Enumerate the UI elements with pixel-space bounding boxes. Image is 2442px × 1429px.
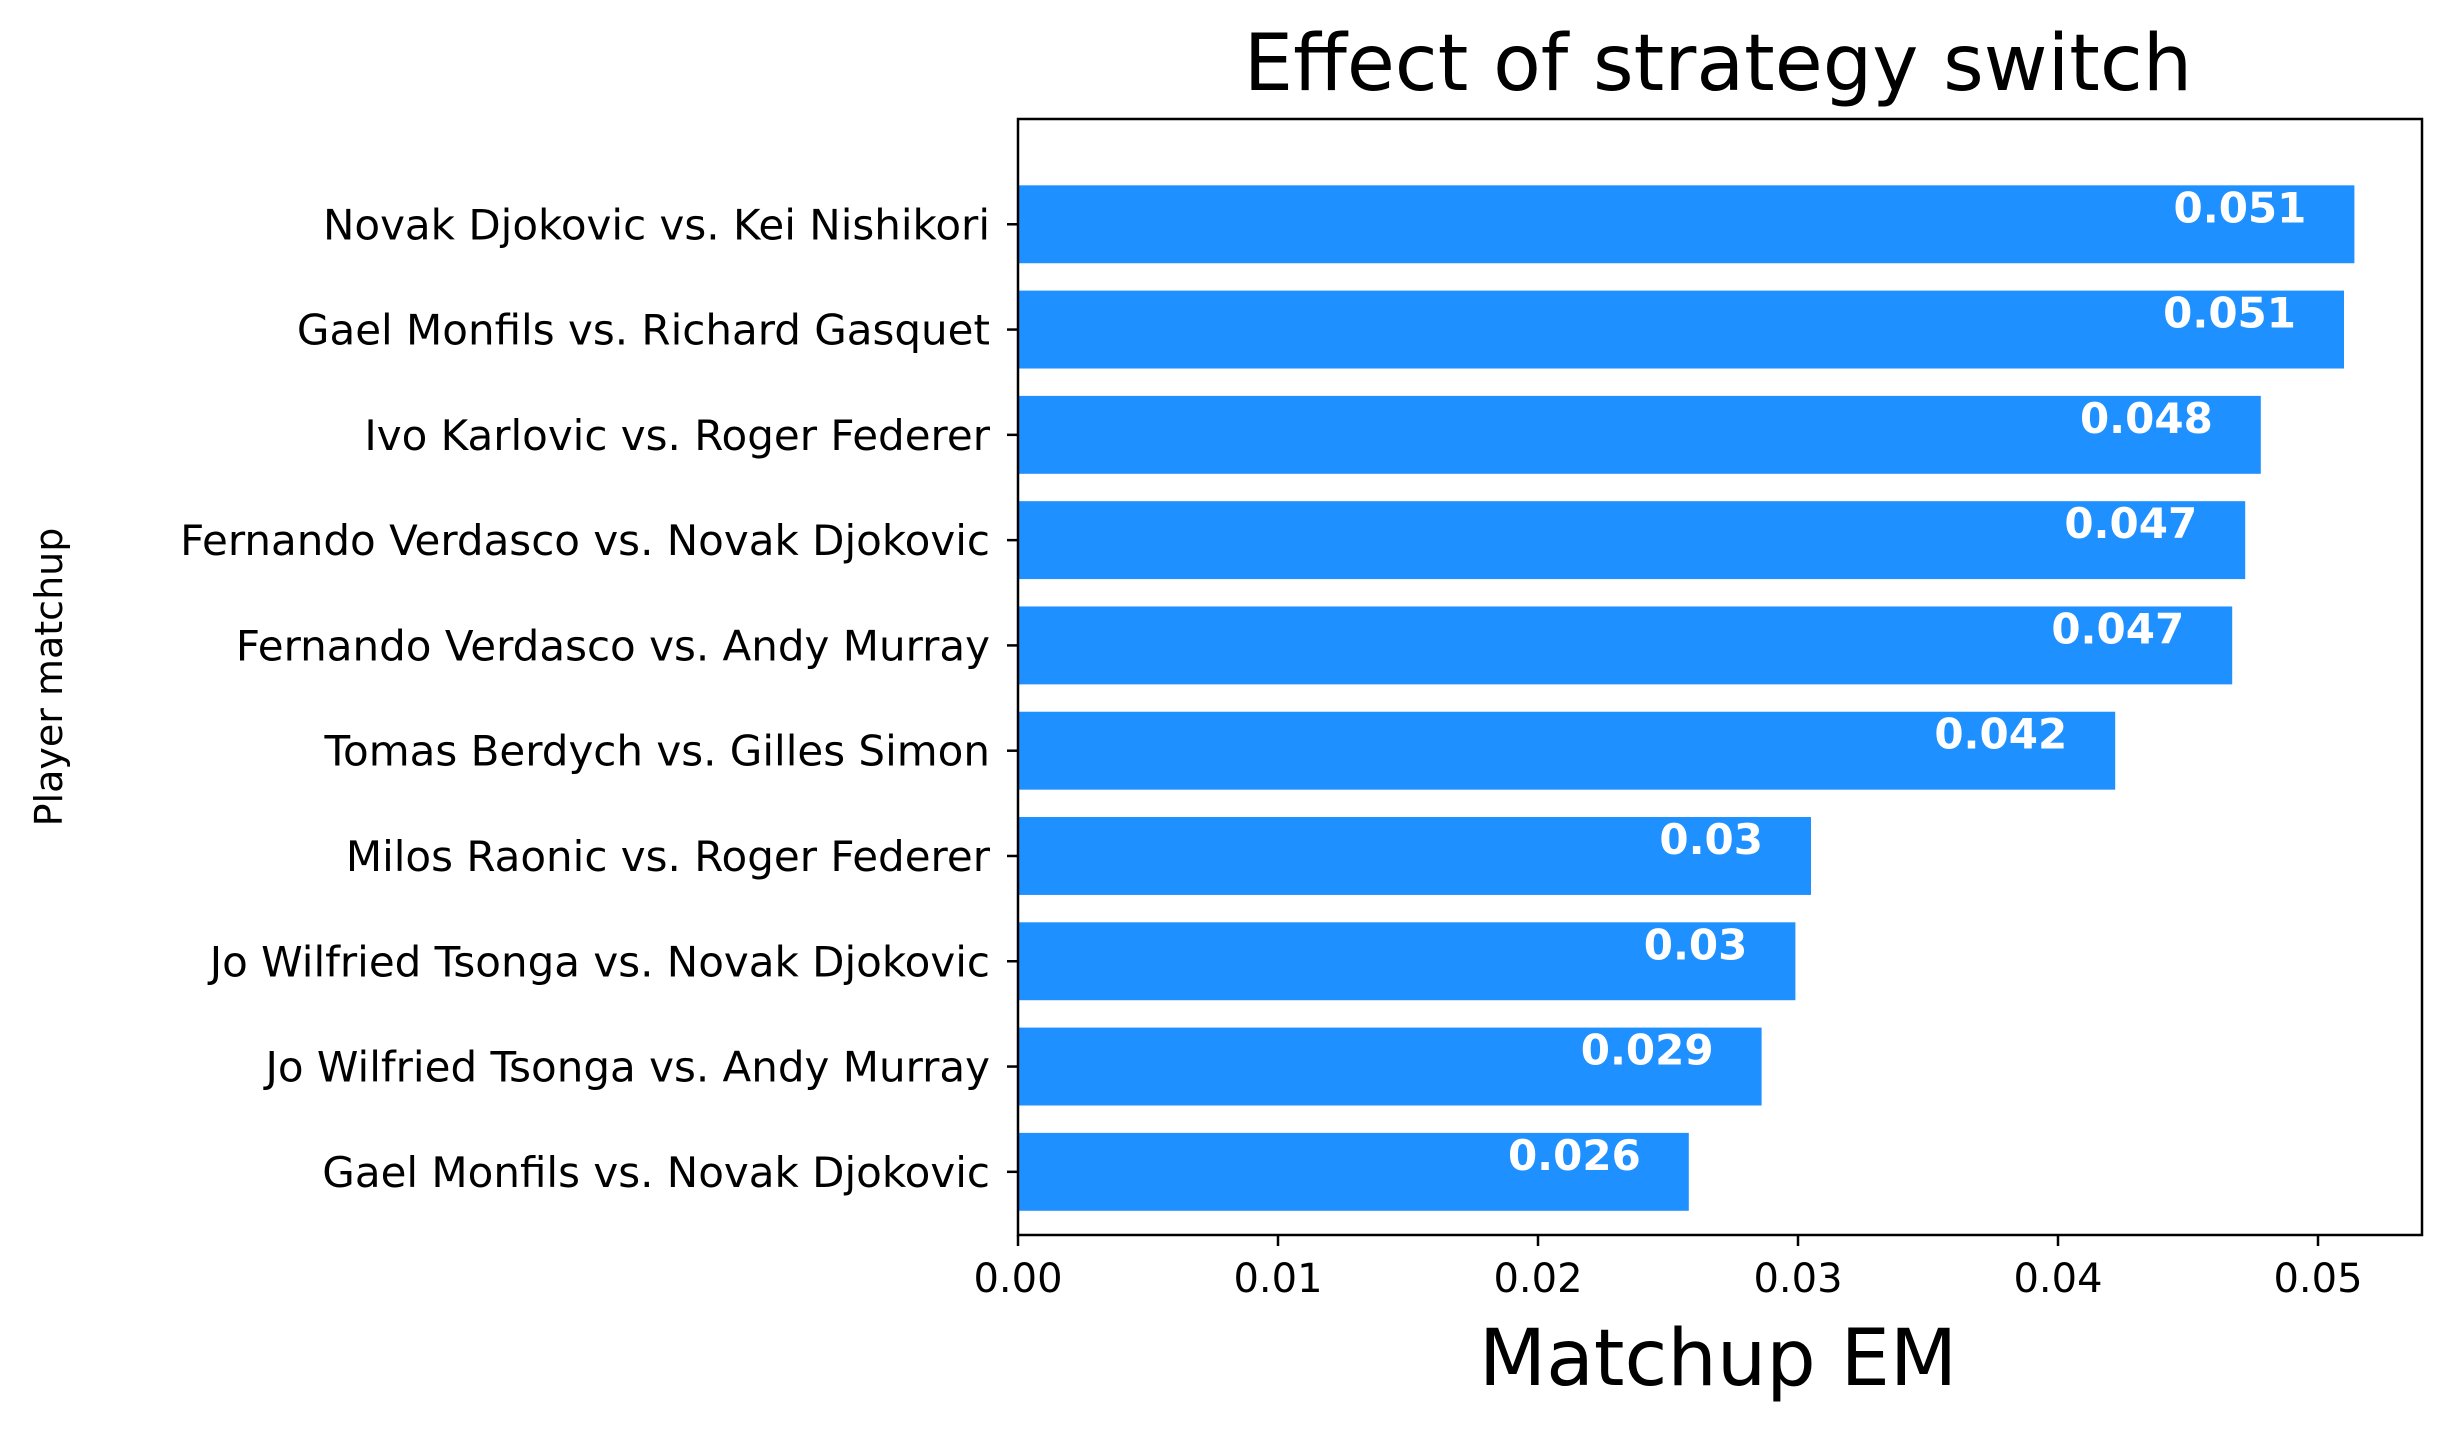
bars-group — [1018, 185, 2355, 1211]
data-label: 0.03 — [1644, 920, 1748, 969]
bar-5 — [1018, 606, 2233, 685]
plot-frame — [1016, 117, 2424, 1237]
category-label: Fernando Verdasco vs. Andy Murray — [236, 621, 990, 670]
bar-6 — [1018, 711, 2116, 790]
data-label: 0.051 — [2163, 289, 2296, 338]
y-axis-label: Player matchup — [27, 528, 71, 827]
bar-2 — [1018, 290, 2344, 369]
category-label: Novak Djokovic vs. Kei Nishikori — [323, 200, 990, 249]
x-tick-label: 0.03 — [1753, 1256, 1842, 1302]
bar-3 — [1018, 395, 2261, 474]
category-label: Fernando Verdasco vs. Novak Djokovic — [180, 516, 990, 565]
bar-7 — [1018, 817, 1811, 895]
category-label: Jo Wilfried Tsonga vs. Novak Djokovic — [207, 937, 990, 986]
data-label: 0.047 — [2064, 499, 2197, 548]
x-tick-label: 0.04 — [2013, 1256, 2102, 1302]
data-label: 0.051 — [2174, 183, 2307, 232]
data-label: 0.042 — [1934, 710, 2067, 759]
data-labels: 0.051 0.051 0.048 0.047 0.047 0.042 0.03 0.03 0.… — [1508, 183, 2306, 1180]
bar-1 — [1018, 185, 2355, 264]
chart-title: Effect of strategy switch — [1244, 19, 2192, 109]
data-label: 0.047 — [2051, 604, 2184, 653]
x-tick-label: 0.05 — [2273, 1256, 2362, 1302]
category-label: Gael Monfils vs. Novak Djokovic — [322, 1148, 990, 1197]
category-label: Milos Raonic vs. Roger Federer — [346, 832, 991, 881]
bar-9 — [1018, 1027, 1762, 1106]
bar-8 — [1018, 922, 1796, 1001]
x-axis-ticks: 0.00 0.01 0.02 0.03 0.04 0.05 — [973, 1235, 2363, 1302]
data-label: 0.03 — [1659, 815, 1763, 864]
category-label: Gael Monfils vs. Richard Gasquet — [297, 306, 990, 355]
category-label: Jo Wilfried Tsonga vs. Andy Murray — [263, 1043, 991, 1092]
x-tick-label: 0.02 — [1493, 1256, 1582, 1302]
data-label: 0.026 — [1508, 1131, 1641, 1180]
x-axis-label: Matchup EM — [1479, 1314, 1957, 1404]
category-labels: Novak Djokovic vs. Kei Nishikori Gael Mon… — [180, 200, 1018, 1197]
data-label: 0.048 — [2080, 394, 2213, 443]
bar-4 — [1018, 501, 2246, 580]
x-tick-label: 0.01 — [1233, 1256, 1322, 1302]
category-label: Ivo Karlovic vs. Roger Federer — [364, 411, 990, 460]
category-label: Tomas Berdych vs. Gilles Simon — [324, 727, 990, 776]
bar-10 — [1018, 1132, 1689, 1211]
data-label: 0.029 — [1581, 1026, 1714, 1075]
x-tick-label: 0.00 — [973, 1256, 1062, 1302]
